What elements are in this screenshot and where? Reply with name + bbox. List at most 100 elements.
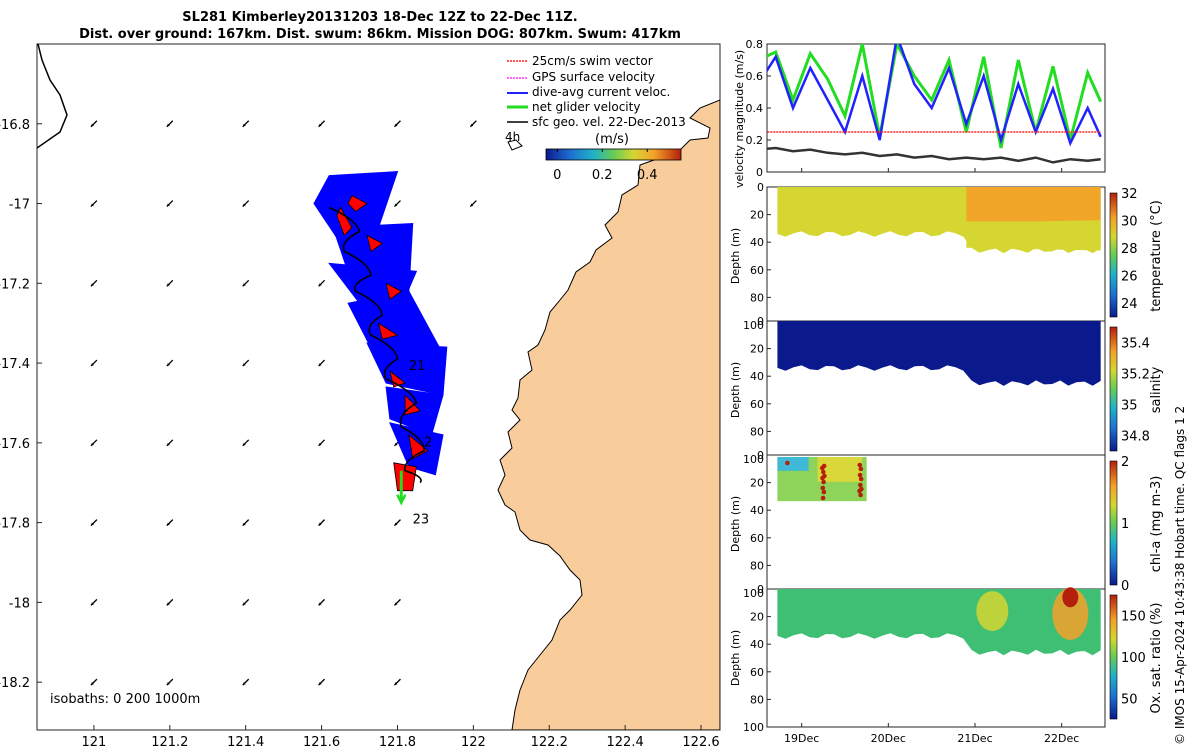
sfc-geo-arrowhead [318,442,322,446]
profile-xtick-label: 22Dec [1044,732,1079,745]
profile-ytick-label: 20 [750,477,764,490]
map-xtick-label: 121 [82,735,107,750]
velocity-lines [767,44,1103,164]
profile-colorbar-tick-label: 35.2 [1121,368,1150,383]
velocity-ytick-label: 0.4 [746,102,764,115]
profile-colorbar-label: Ox. sat. ratio (%) [1149,603,1164,714]
land-mass [497,99,720,730]
sfc-geo-arrowhead [90,203,94,207]
track-day-label: 23 [413,513,430,528]
sfc-geo-arrowhead [394,602,398,606]
velocity-panel: 0 0.2 0.4 0.6 0.8 velocity magnitude (m/s) [733,38,1106,188]
sfc-geo-arrowhead [166,203,170,207]
sfc-geo-arrowhead [242,203,246,207]
profile-colorbar-tick-label: 1 [1121,517,1129,532]
velocity-series-line [767,44,1102,147]
chlorophyll-max-dot [858,466,864,472]
profile-colorbar-tick-label: 0 [1121,579,1129,594]
profile-ytick-label: 40 [750,504,764,517]
map-xtick-label: 122.4 [607,735,644,750]
sfc-geo-arrowhead [318,283,322,287]
sfc-geo-arrowhead [166,123,170,127]
sfc-geo-arrowhead [394,203,398,207]
profile-colorbar-tick-label: 24 [1121,297,1138,312]
velocity-ticks: 0 0.2 0.4 0.6 0.8 [746,38,1063,179]
velocity-series-line [767,44,1103,149]
chlorophyll-max-dot [858,482,863,488]
profile-xtick-label: 21Dec [957,732,992,745]
chlorophyll-max-dot [820,485,826,491]
chlorophyll-max-dot [821,479,826,485]
map-xtick-label: 121.6 [303,735,340,750]
sfc-geo-arrowhead [470,123,474,127]
chlorophyll-max-dot [858,492,863,498]
profile-ytick-label: 100 [743,721,764,734]
chlorophyll-max-dot [821,469,826,475]
profile-ytick-label: 60 [750,532,764,545]
chlorophyll-max-dot [857,472,863,478]
profile-ytick-label: 40 [750,370,764,383]
sfc-geo-arrowhead [166,283,170,287]
glider-track-red-3 [385,282,403,300]
profile-ytick-label: 20 [750,611,764,624]
profile-ytick-label: 40 [750,638,764,651]
profile-colorbar [1109,460,1118,586]
velocity-axes-box [766,43,1106,173]
profile-colorbar-tick-label: 30 [1121,215,1138,230]
oxygen-field [777,589,1101,656]
profile-colorbar-label: temperature (°C) [1149,200,1164,312]
profile-colorbar-tick-label: 50 [1121,692,1138,707]
glider-track-red-7 [408,433,429,460]
sfc-geo-arrowhead [394,442,398,446]
legend-overlay-4h: 4h [505,130,520,144]
map-ytick-label: -17.6 [0,437,30,452]
map-xtick-label: 122.6 [682,735,719,750]
profile-ytick-label: 60 [750,666,764,679]
sfc-geo-arrowhead [90,602,94,606]
map-legend: 25cm/s swim vector GPS surface velocity … [505,54,686,144]
profile-ytick-label: 60 [750,398,764,411]
oxygen-high-patch-1 [976,591,1009,632]
chlorophyll-max-dot [857,488,862,494]
velocity-ytick-label: 0.6 [746,70,764,83]
map-tick-labels: 121 121.2 121.4 121.6 121.8 122 122.2 122.4 122.… [0,118,720,750]
glider-track-red-8 [393,462,417,492]
chlorophyll-max-dot [820,495,826,501]
map-ytick-label: -17.2 [0,277,30,292]
legend-sfc-geo: sfc geo. vel. 22-Dec-2013 [532,115,686,129]
sfc-geo-arrowhead [166,363,170,367]
coastline-top-left [37,44,68,149]
profile-ytick-label: 20 [750,209,764,222]
colorbar-tick-label: 0 [553,168,561,183]
profile-colorbar-label: salinity [1149,366,1164,413]
map-xtick-label: 122.2 [531,735,568,750]
sfc-geo-arrowhead [242,283,246,287]
sfc-geo-arrowhead [90,363,94,367]
glider-track-red-0 [347,195,368,213]
sfc-geo-arrowhead [166,602,170,606]
profile-colorbar-tick-label: 100 [1121,651,1146,666]
profile-colorbar-label: chl-a (mg m-3) [1149,476,1164,573]
sfc-geo-arrowhead [242,682,246,686]
sfc-geo-arrowhead [242,522,246,526]
temperature-warm-layer [966,187,1101,222]
oxygen-peak [1062,587,1079,608]
chlorophyll-max-dot [819,465,825,471]
glider-track-line [328,206,425,484]
profile-ytick-label: 60 [750,264,764,277]
colorbar-ticks: 0 0.2 0.4 [553,149,658,183]
chart-title-line-1: SL281 Kimberley20131203 18-Dec 12Z to 22… [182,10,578,25]
glider-track-area [313,171,448,506]
profile-panel-salinity: 0 20 40 60 80 100 Depth (m) 35.4 35.2 35 34.8 salin… [729,315,1164,466]
colorbar-tick-label: 0.4 [637,168,658,183]
chart-title-line-2: Dist. over ground: 167km. Dist. swum: 86… [79,27,681,42]
net-velocity-arrowhead [396,494,407,506]
sfc-geo-arrowhead [166,682,170,686]
sfc-geo-arrowhead [318,363,322,367]
velocity-ylabel: velocity magnitude (m/s) [733,50,746,188]
sfc-geo-arrowhead [394,682,398,686]
sfc-geo-arrowhead [318,602,322,606]
profile-colorbar-tick-label: 35.4 [1121,337,1150,352]
sfc-geo-arrowhead [90,442,94,446]
